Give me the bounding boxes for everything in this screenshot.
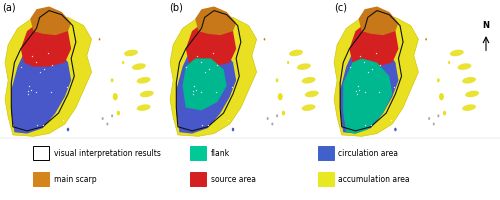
Ellipse shape [111, 115, 113, 118]
Ellipse shape [437, 79, 440, 83]
Ellipse shape [428, 117, 430, 120]
Ellipse shape [272, 123, 274, 126]
Bar [334, 2, 488, 138]
Text: flank: flank [211, 149, 230, 157]
Bar [5, 2, 162, 138]
Ellipse shape [102, 117, 103, 120]
Ellipse shape [302, 105, 316, 111]
Bar [32, 172, 48, 186]
Bar [318, 172, 334, 186]
Bar [318, 146, 334, 160]
Text: source area: source area [211, 175, 256, 183]
Polygon shape [12, 43, 71, 134]
Ellipse shape [98, 39, 100, 41]
Ellipse shape [438, 115, 440, 118]
Polygon shape [334, 16, 418, 137]
Ellipse shape [443, 111, 446, 116]
Text: circulation area: circulation area [338, 149, 398, 157]
Polygon shape [176, 43, 236, 134]
Polygon shape [195, 7, 236, 36]
Ellipse shape [112, 94, 118, 101]
Ellipse shape [132, 64, 146, 71]
Ellipse shape [287, 62, 289, 65]
Ellipse shape [302, 78, 316, 84]
Ellipse shape [136, 105, 150, 111]
Ellipse shape [462, 78, 476, 84]
Ellipse shape [305, 91, 318, 98]
Text: main scarp: main scarp [54, 175, 96, 183]
Ellipse shape [278, 94, 283, 101]
Bar [32, 146, 48, 160]
Text: accumulation area: accumulation area [338, 175, 410, 183]
Polygon shape [30, 7, 71, 36]
Text: (a): (a) [2, 2, 16, 12]
Ellipse shape [394, 128, 396, 132]
Ellipse shape [116, 111, 120, 116]
Polygon shape [186, 22, 236, 67]
Ellipse shape [232, 128, 234, 132]
Bar [190, 172, 206, 186]
Ellipse shape [264, 39, 266, 41]
Ellipse shape [439, 94, 444, 101]
Ellipse shape [66, 128, 70, 132]
Ellipse shape [110, 79, 114, 83]
Polygon shape [350, 22, 399, 67]
Ellipse shape [140, 91, 153, 98]
Ellipse shape [106, 123, 108, 126]
Polygon shape [5, 16, 92, 137]
Polygon shape [340, 43, 398, 134]
Ellipse shape [465, 91, 479, 98]
Ellipse shape [266, 117, 268, 120]
Ellipse shape [276, 115, 278, 118]
Polygon shape [170, 16, 256, 137]
Ellipse shape [433, 123, 435, 126]
Polygon shape [21, 22, 71, 67]
Bar [190, 146, 206, 160]
Text: visual interpretation results: visual interpretation results [54, 149, 160, 157]
Ellipse shape [450, 50, 464, 57]
Ellipse shape [462, 105, 476, 111]
Polygon shape [182, 59, 226, 111]
Ellipse shape [458, 64, 471, 71]
Ellipse shape [122, 62, 124, 65]
Ellipse shape [136, 78, 150, 84]
Polygon shape [343, 59, 392, 134]
Polygon shape [358, 7, 399, 36]
Ellipse shape [297, 64, 311, 71]
Ellipse shape [448, 62, 450, 65]
Text: N: N [482, 21, 490, 30]
Ellipse shape [124, 50, 138, 57]
Ellipse shape [282, 111, 285, 116]
Bar [170, 2, 328, 138]
Text: (b): (b) [169, 2, 183, 12]
Ellipse shape [289, 50, 303, 57]
Ellipse shape [276, 79, 278, 83]
Text: (c): (c) [334, 2, 347, 12]
Ellipse shape [426, 39, 427, 41]
